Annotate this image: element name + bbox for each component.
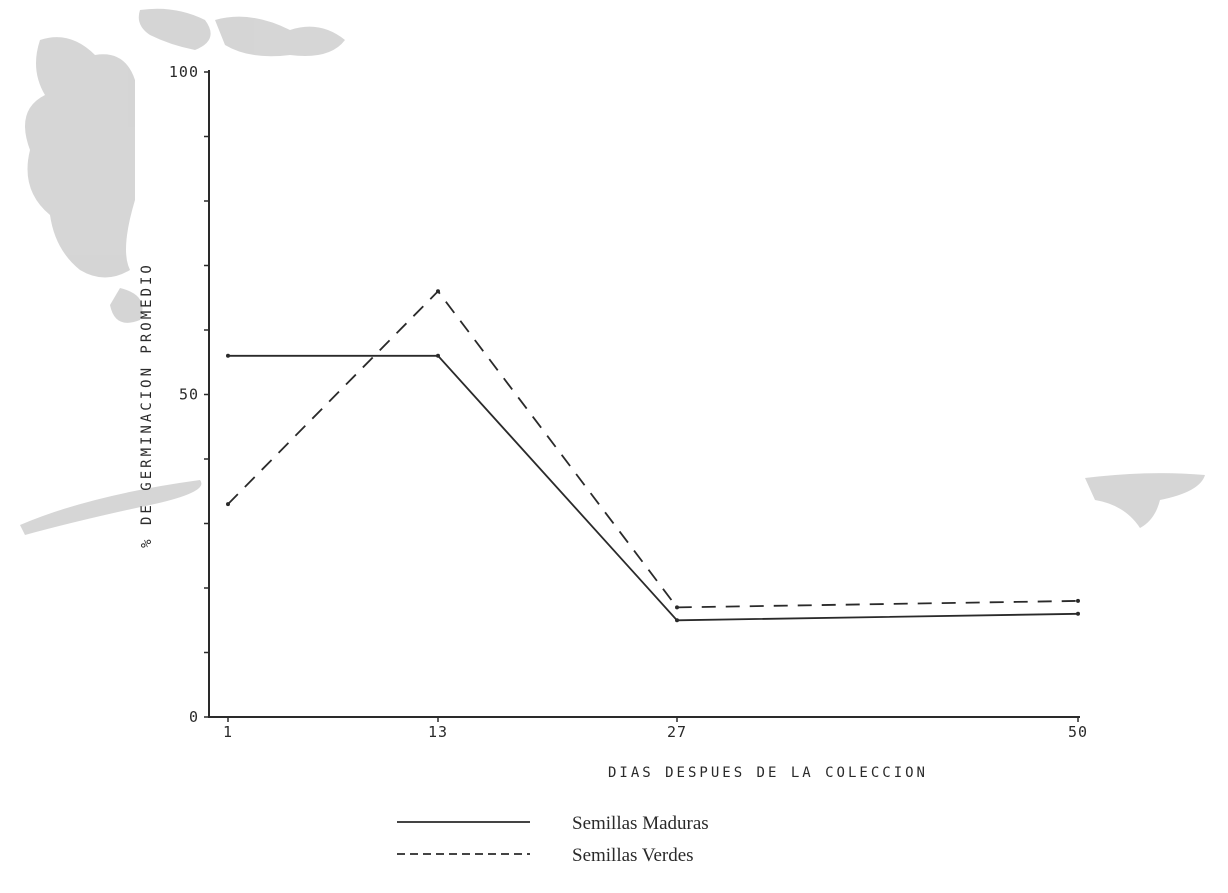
- y-tick-label: 0: [189, 708, 199, 726]
- data-point: [1076, 598, 1080, 603]
- legend-label-1: Semillas Maduras: [572, 813, 709, 834]
- legend-label-2: Semillas Verdes: [572, 845, 694, 866]
- data-point: [226, 353, 230, 358]
- x-tick-label: 1: [223, 723, 233, 741]
- y-tick-label: 50: [179, 386, 199, 404]
- data-point: [436, 289, 440, 294]
- series-line-1: [228, 354, 1079, 622]
- data-point: [1076, 611, 1080, 616]
- data-point: [226, 502, 230, 507]
- y-tick-label: 100: [169, 63, 199, 81]
- series-layer: [226, 289, 1080, 623]
- data-point: [436, 353, 440, 358]
- x-axis-title: DIAS DESPUES DE LA COLECCION: [608, 765, 928, 781]
- data-point: [675, 605, 679, 610]
- series-line-2: [227, 289, 1079, 609]
- data-point: [675, 618, 679, 623]
- x-tick-label: 13: [428, 723, 448, 741]
- chart-axes: [204, 70, 1080, 722]
- y-axis-title: % DE GERMINACION PROMEDIO: [139, 262, 155, 548]
- labels-layer: 0 50 100 1 13 27 50 DIAS DESPUES DE LA COLECCIO…: [139, 63, 1088, 781]
- x-tick-label: 50: [1068, 723, 1088, 741]
- x-tick-label: 27: [667, 723, 687, 741]
- scan-smudge-artifacts: [20, 8, 1205, 535]
- legend: Semillas Maduras Semillas Verdes: [397, 813, 709, 866]
